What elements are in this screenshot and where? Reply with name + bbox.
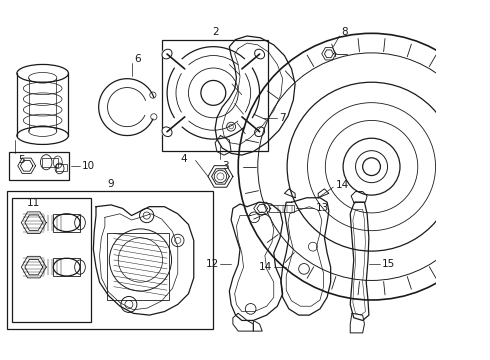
Bar [270, 205, 294, 212]
Text: 12: 12 [205, 260, 219, 269]
Text: 10: 10 [82, 161, 95, 171]
Bar [162, 40, 269, 151]
Text: 7: 7 [279, 113, 286, 123]
Text: 6: 6 [134, 54, 141, 64]
Bar [56, 164, 67, 171]
Bar [53, 214, 80, 231]
Text: 14: 14 [259, 262, 272, 272]
Text: 11: 11 [26, 198, 40, 208]
Bar [53, 258, 80, 276]
Bar [12, 198, 91, 322]
Bar [9, 152, 69, 180]
Text: 13: 13 [316, 203, 329, 213]
Text: 8: 8 [342, 27, 348, 37]
Bar [107, 233, 169, 300]
Text: 14: 14 [336, 180, 349, 190]
Text: 3: 3 [222, 161, 229, 171]
Text: 5: 5 [19, 156, 25, 166]
Bar [7, 191, 213, 329]
Text: 4: 4 [180, 154, 187, 164]
Text: 15: 15 [382, 260, 395, 269]
Text: 2: 2 [212, 27, 219, 37]
Bar [42, 158, 58, 167]
Text: 9: 9 [107, 179, 114, 189]
